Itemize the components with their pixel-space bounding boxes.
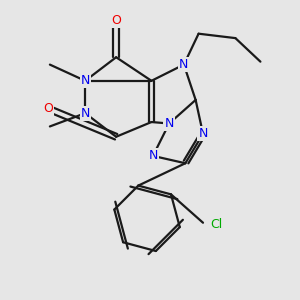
Text: N: N [164,117,174,130]
Text: N: N [80,74,90,87]
Text: N: N [179,58,188,71]
Text: N: N [80,107,90,120]
Text: O: O [111,14,121,27]
Text: Cl: Cl [210,218,222,231]
Text: O: O [44,102,53,115]
Text: N: N [198,127,208,140]
Text: N: N [148,149,158,162]
